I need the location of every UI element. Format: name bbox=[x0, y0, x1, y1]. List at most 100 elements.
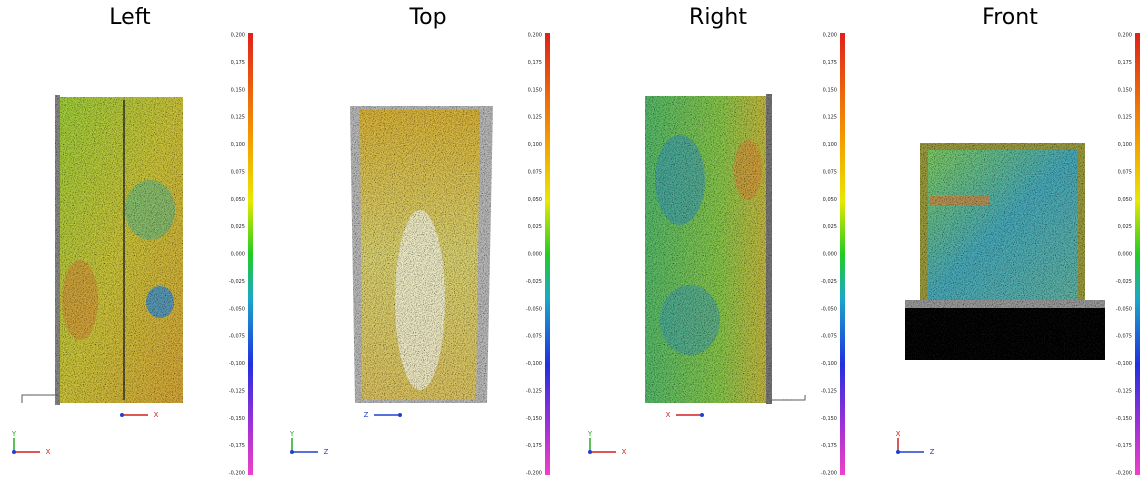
colorbar-tick-label: -0,125 bbox=[821, 388, 837, 394]
colorbar-tick-label: 0,200 bbox=[231, 33, 245, 39]
point-cloud bbox=[350, 106, 493, 403]
colorbar-tick-label: -0,150 bbox=[526, 416, 542, 422]
colorbar-tick-label: 0,125 bbox=[231, 115, 245, 121]
colorbar bbox=[1135, 33, 1140, 475]
colorbar-tick-label: -0,050 bbox=[526, 306, 542, 312]
colorbar-tick-label: -0,075 bbox=[229, 334, 245, 340]
point-cloud bbox=[905, 143, 1105, 360]
colorbar-tick-label: 0,025 bbox=[1118, 224, 1132, 230]
axis-label: X bbox=[622, 448, 627, 456]
colorbar-tick-label: -0,025 bbox=[1116, 279, 1132, 285]
axis-label: X bbox=[896, 430, 901, 438]
colorbar-tick-label: 0,050 bbox=[528, 197, 542, 203]
axis-origin bbox=[398, 413, 402, 417]
axis-origin bbox=[896, 450, 900, 454]
colorbar bbox=[840, 33, 845, 475]
colorbar-tick-label: -0,175 bbox=[821, 443, 837, 449]
axis-label: X bbox=[666, 411, 671, 419]
colorbar-tick-label: -0,150 bbox=[821, 416, 837, 422]
colorbar-tick-label: -0,200 bbox=[229, 471, 245, 477]
colorbar-tick-label: -0,125 bbox=[229, 388, 245, 394]
axis-origin bbox=[588, 450, 592, 454]
colorbar-tick-label: 0,025 bbox=[528, 224, 542, 230]
colorbar-tick-label: 0,125 bbox=[528, 115, 542, 121]
colorbar-tick-label: -0,175 bbox=[1116, 443, 1132, 449]
axis-origin bbox=[120, 413, 124, 417]
colorbar-tick-label: 0,025 bbox=[231, 224, 245, 230]
colorbar bbox=[248, 33, 253, 475]
axis-label: Z bbox=[324, 448, 329, 456]
colorbar-tick-label: 0,100 bbox=[1118, 142, 1132, 148]
colorbar-tick-label: -0,100 bbox=[526, 361, 542, 367]
colorbar-tick-label: -0,150 bbox=[229, 416, 245, 422]
colorbar-tick-label: 0,025 bbox=[823, 224, 837, 230]
colorbar-tick-label: 0,075 bbox=[528, 169, 542, 175]
colorbar-tick-label: 0,175 bbox=[231, 60, 245, 66]
axis-label: Y bbox=[11, 430, 17, 438]
colorbar-tick-label: 0,050 bbox=[823, 197, 837, 203]
colorbar-tick-label: 0,100 bbox=[231, 142, 245, 148]
colorbar-tick-label: -0,050 bbox=[229, 306, 245, 312]
colorbar-tick-label: 0,125 bbox=[823, 115, 837, 121]
axis-origin bbox=[12, 450, 16, 454]
colorbar-tick-label: -0,100 bbox=[821, 361, 837, 367]
colorbar-tick-label: -0,075 bbox=[821, 334, 837, 340]
colorbar-tick-label: 0,175 bbox=[528, 60, 542, 66]
colorbar-tick-label: -0,125 bbox=[1116, 388, 1132, 394]
colorbar-tick-label: -0,075 bbox=[526, 334, 542, 340]
colorbar-tick-label: 0,175 bbox=[1118, 60, 1132, 66]
panel-title: Top bbox=[408, 5, 446, 30]
colorbar-tick-label: 0,150 bbox=[231, 87, 245, 93]
colorbar-tick-label: 0,150 bbox=[528, 87, 542, 93]
panel-title: Left bbox=[109, 5, 151, 30]
panel-title: Right bbox=[689, 5, 747, 30]
colorbar-tick-label: 0,200 bbox=[1118, 33, 1132, 39]
colorbar-tick-label: 0,100 bbox=[823, 142, 837, 148]
colorbar-tick-label: -0,075 bbox=[1116, 334, 1132, 340]
axis-label: Z bbox=[930, 448, 935, 456]
point-cloud bbox=[645, 94, 806, 404]
axis-label: Z bbox=[364, 411, 369, 419]
axis-origin bbox=[700, 413, 704, 417]
colorbar-tick-label: 0,000 bbox=[1118, 252, 1132, 258]
axis-label: X bbox=[154, 411, 159, 419]
colorbar-tick-label: -0,025 bbox=[229, 279, 245, 285]
colorbar-tick-label: 0,050 bbox=[231, 197, 245, 203]
colorbar-tick-label: -0,125 bbox=[526, 388, 542, 394]
colorbar-tick-label: 0,050 bbox=[1118, 197, 1132, 203]
colorbar-tick-label: 0,075 bbox=[823, 169, 837, 175]
colorbar-tick-label: -0,150 bbox=[1116, 416, 1132, 422]
colorbar-tick-label: 0,150 bbox=[823, 87, 837, 93]
colorbar-tick-label: -0,025 bbox=[821, 279, 837, 285]
colorbar-tick-label: 0,000 bbox=[528, 252, 542, 258]
axis-label: Y bbox=[587, 430, 593, 438]
colorbar-tick-label: -0,100 bbox=[229, 361, 245, 367]
colorbar-tick-label: 0,075 bbox=[1118, 169, 1132, 175]
point-cloud bbox=[21, 95, 183, 405]
colorbar-tick-label: -0,100 bbox=[1116, 361, 1132, 367]
colorbar-tick-label: -0,200 bbox=[526, 471, 542, 477]
colorbar-tick-label: 0,200 bbox=[823, 33, 837, 39]
colorbar-tick-label: -0,175 bbox=[526, 443, 542, 449]
colorbar-tick-label: -0,050 bbox=[1116, 306, 1132, 312]
colorbar-tick-label: 0,100 bbox=[528, 142, 542, 148]
axis-label: Y bbox=[289, 430, 295, 438]
panel-title: Front bbox=[982, 5, 1038, 30]
colorbar-tick-label: 0,125 bbox=[1118, 115, 1132, 121]
colorbar-tick-label: 0,175 bbox=[823, 60, 837, 66]
colorbar-tick-label: -0,025 bbox=[526, 279, 542, 285]
colorbar-tick-label: 0,000 bbox=[231, 252, 245, 258]
colorbar-tick-label: 0,000 bbox=[823, 252, 837, 258]
colorbar-tick-label: -0,050 bbox=[821, 306, 837, 312]
colorbar-tick-label: 0,200 bbox=[528, 33, 542, 39]
colorbar-tick-label: 0,075 bbox=[231, 169, 245, 175]
colorbar-tick-label: -0,175 bbox=[229, 443, 245, 449]
colorbar-tick-label: 0,150 bbox=[1118, 87, 1132, 93]
axis-label: X bbox=[46, 448, 51, 456]
colorbar-tick-label: -0,200 bbox=[1116, 471, 1132, 477]
axis-origin bbox=[290, 450, 294, 454]
colorbar-tick-label: -0,200 bbox=[821, 471, 837, 477]
colorbar bbox=[545, 33, 550, 475]
